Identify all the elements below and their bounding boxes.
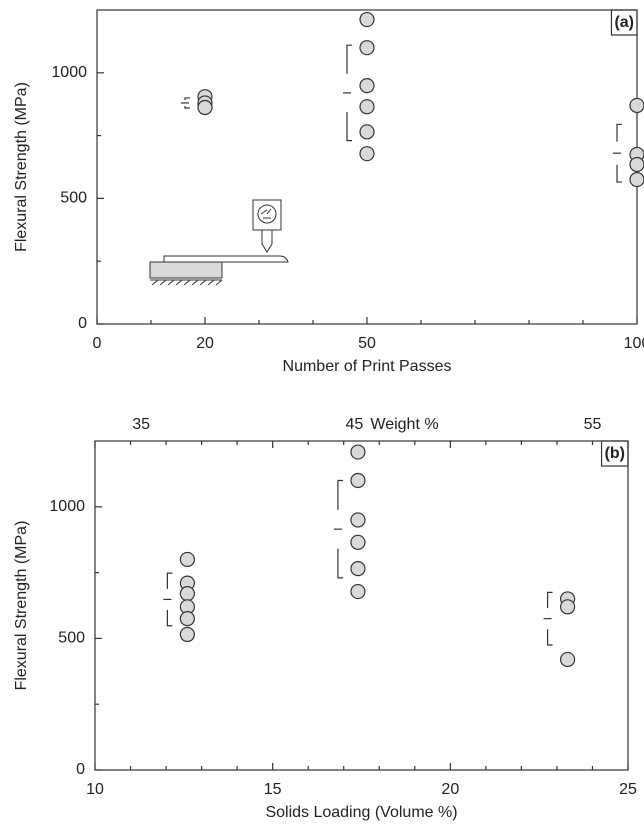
y-tick-label: 500	[58, 630, 85, 647]
data-point	[179, 611, 195, 627]
data-point	[559, 651, 576, 668]
data-point	[629, 171, 644, 188]
error-bar-lower	[616, 164, 622, 183]
data-point	[629, 97, 644, 114]
error-bar-lower	[184, 105, 190, 109]
y-tick-label: 500	[60, 190, 87, 207]
error-bar-upper	[616, 123, 622, 142]
y-axis-label: Flexural Strength (MPa)	[13, 521, 30, 691]
data-point	[359, 11, 375, 28]
y-tick-label: 0	[78, 315, 87, 332]
data-point	[350, 444, 366, 460]
data-point	[359, 40, 375, 56]
error-bar-upper	[166, 572, 173, 589]
data-point	[350, 583, 366, 600]
x-tick-label: 0	[93, 335, 102, 352]
error-bar-lower	[337, 548, 343, 579]
bending-schematic	[149, 199, 289, 286]
error-bar-lower	[166, 609, 173, 627]
data-point	[350, 472, 366, 489]
x-tick-label: 50	[358, 335, 376, 352]
x-tick-label: 10	[86, 781, 104, 798]
data-point	[197, 99, 213, 116]
x2-tick-label: 45	[345, 416, 363, 433]
data-point	[179, 586, 195, 602]
y-axis-label: Flexural Strength (MPa)	[13, 82, 30, 252]
x-tick-label: 100	[624, 335, 644, 352]
data-point	[350, 561, 366, 577]
panel-label: (a)	[614, 14, 634, 31]
data-point	[359, 124, 375, 140]
error-bar-upper	[337, 479, 343, 510]
x2-tick-label: 35	[132, 416, 150, 433]
x-axis-label: Number of Print Passes	[283, 358, 452, 375]
data-point	[359, 99, 375, 115]
x2-axis-label: Weight %	[370, 416, 438, 433]
error-bar-lower	[346, 111, 352, 142]
error-bar-upper	[346, 44, 352, 74]
plot-frame	[94, 440, 629, 771]
x-tick-label: 25	[619, 781, 637, 798]
data-point	[350, 512, 366, 528]
data-point	[559, 599, 576, 615]
data-point	[359, 78, 375, 94]
x-axis-label: Solids Loading (Volume %)	[265, 804, 457, 821]
data-point	[179, 626, 195, 643]
y-tick-label: 1000	[49, 498, 85, 515]
data-point	[350, 534, 366, 550]
panel-label: (b)	[605, 445, 625, 462]
error-bar-lower	[546, 629, 553, 646]
data-point	[629, 156, 644, 173]
error-bar-upper	[184, 97, 190, 100]
error-bar-upper	[546, 591, 553, 609]
x-tick-label: 20	[196, 335, 214, 352]
y-tick-label: 0	[76, 761, 85, 778]
x-tick-label: 20	[441, 781, 459, 798]
panel-label-box	[610, 9, 638, 36]
x-tick-label: 15	[264, 781, 282, 798]
y-tick-label: 1000	[51, 64, 87, 81]
data-point	[359, 146, 375, 162]
panel-label-box	[600, 440, 629, 467]
x2-tick-label: 55	[584, 416, 602, 433]
data-point	[179, 551, 195, 568]
